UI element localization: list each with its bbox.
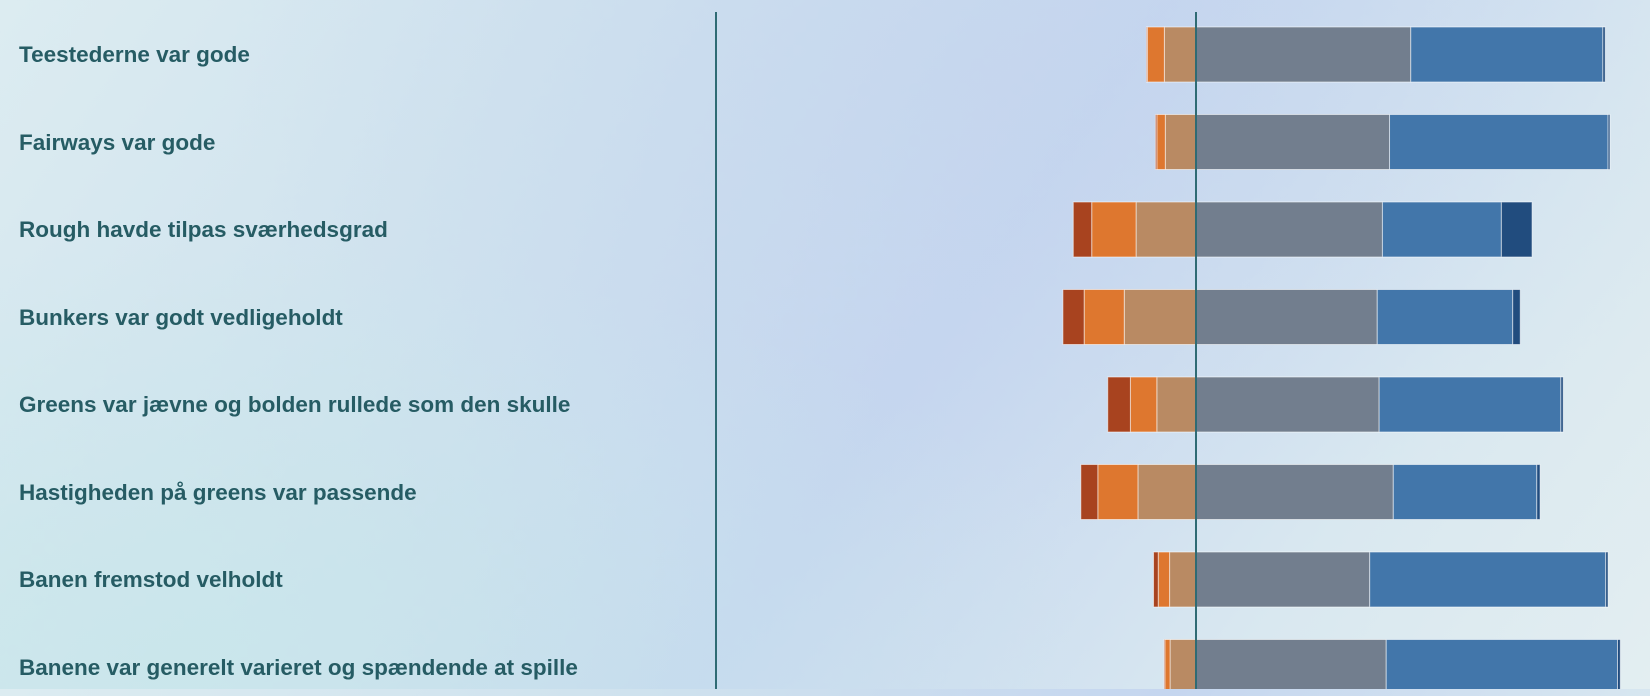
bar-segment [1605,551,1609,608]
category-label: Rough havde tilpas sværhedsgrad [19,217,388,242]
bar-segment [1083,289,1125,345]
bar-segment [1376,289,1514,345]
bar-segment [1091,201,1137,258]
bar-segment [1145,26,1148,83]
bar-segment [1195,551,1371,608]
bar-segment [1195,464,1394,520]
bar-segment [1602,26,1606,83]
bar-segment [1072,201,1093,258]
bar-segment [1156,114,1166,170]
bar-segment [1080,464,1099,520]
bar-segment [1389,114,1609,170]
category-label: Banene var generelt varieret og spændend… [19,654,578,680]
bar-segment [1607,114,1611,170]
bar-segment [1500,201,1533,258]
bar-segment [1164,114,1197,170]
bar-segment [1378,376,1562,433]
bar-segment [1385,639,1618,689]
bar-segment [1137,464,1197,520]
bar-segment [1617,639,1621,689]
bar-segment [1195,26,1412,83]
bar-segment [1195,289,1378,345]
category-label: Hastigheden på greens var passende [19,479,417,505]
bar-segment [1195,639,1387,689]
bar-area [1062,26,1621,689]
bar-segment [1129,376,1158,433]
bar-segment [1410,26,1604,83]
category-label: Bunkers var godt vedligeholdt [19,304,343,330]
bar-segment [1381,201,1502,258]
bar-segment [1195,201,1383,258]
category-label: Fairways var gode [19,129,216,155]
bar-segment [1164,639,1171,689]
bar-segment [1097,464,1139,520]
bar-segment [1146,26,1165,83]
bar-segment [1157,551,1171,608]
bar-segment [1163,26,1197,83]
bar-segment [1195,376,1380,433]
bar-segment [1169,551,1197,608]
bar-segment [1369,551,1607,608]
bar-segment [1156,376,1197,433]
bar-segment [1536,464,1541,520]
bar-segment [1195,114,1391,170]
bar-segment [1062,289,1085,345]
bar-segment [1107,376,1131,433]
bar-segment [1154,114,1158,170]
bar-segment [1123,289,1197,345]
category-label: Teestederne var gode [19,42,250,67]
bar-segment [1163,639,1166,689]
bar-segment [1153,551,1159,608]
bar-segment [1169,639,1197,689]
category-label: Banen fremstod velholdt [19,567,283,592]
bar-segment [1512,289,1521,345]
bar-segment [1392,464,1538,520]
category-label: Greens var jævne og bolden rullede som d… [19,392,571,417]
bar-segment [1135,201,1197,258]
bar-segment [1560,376,1564,433]
